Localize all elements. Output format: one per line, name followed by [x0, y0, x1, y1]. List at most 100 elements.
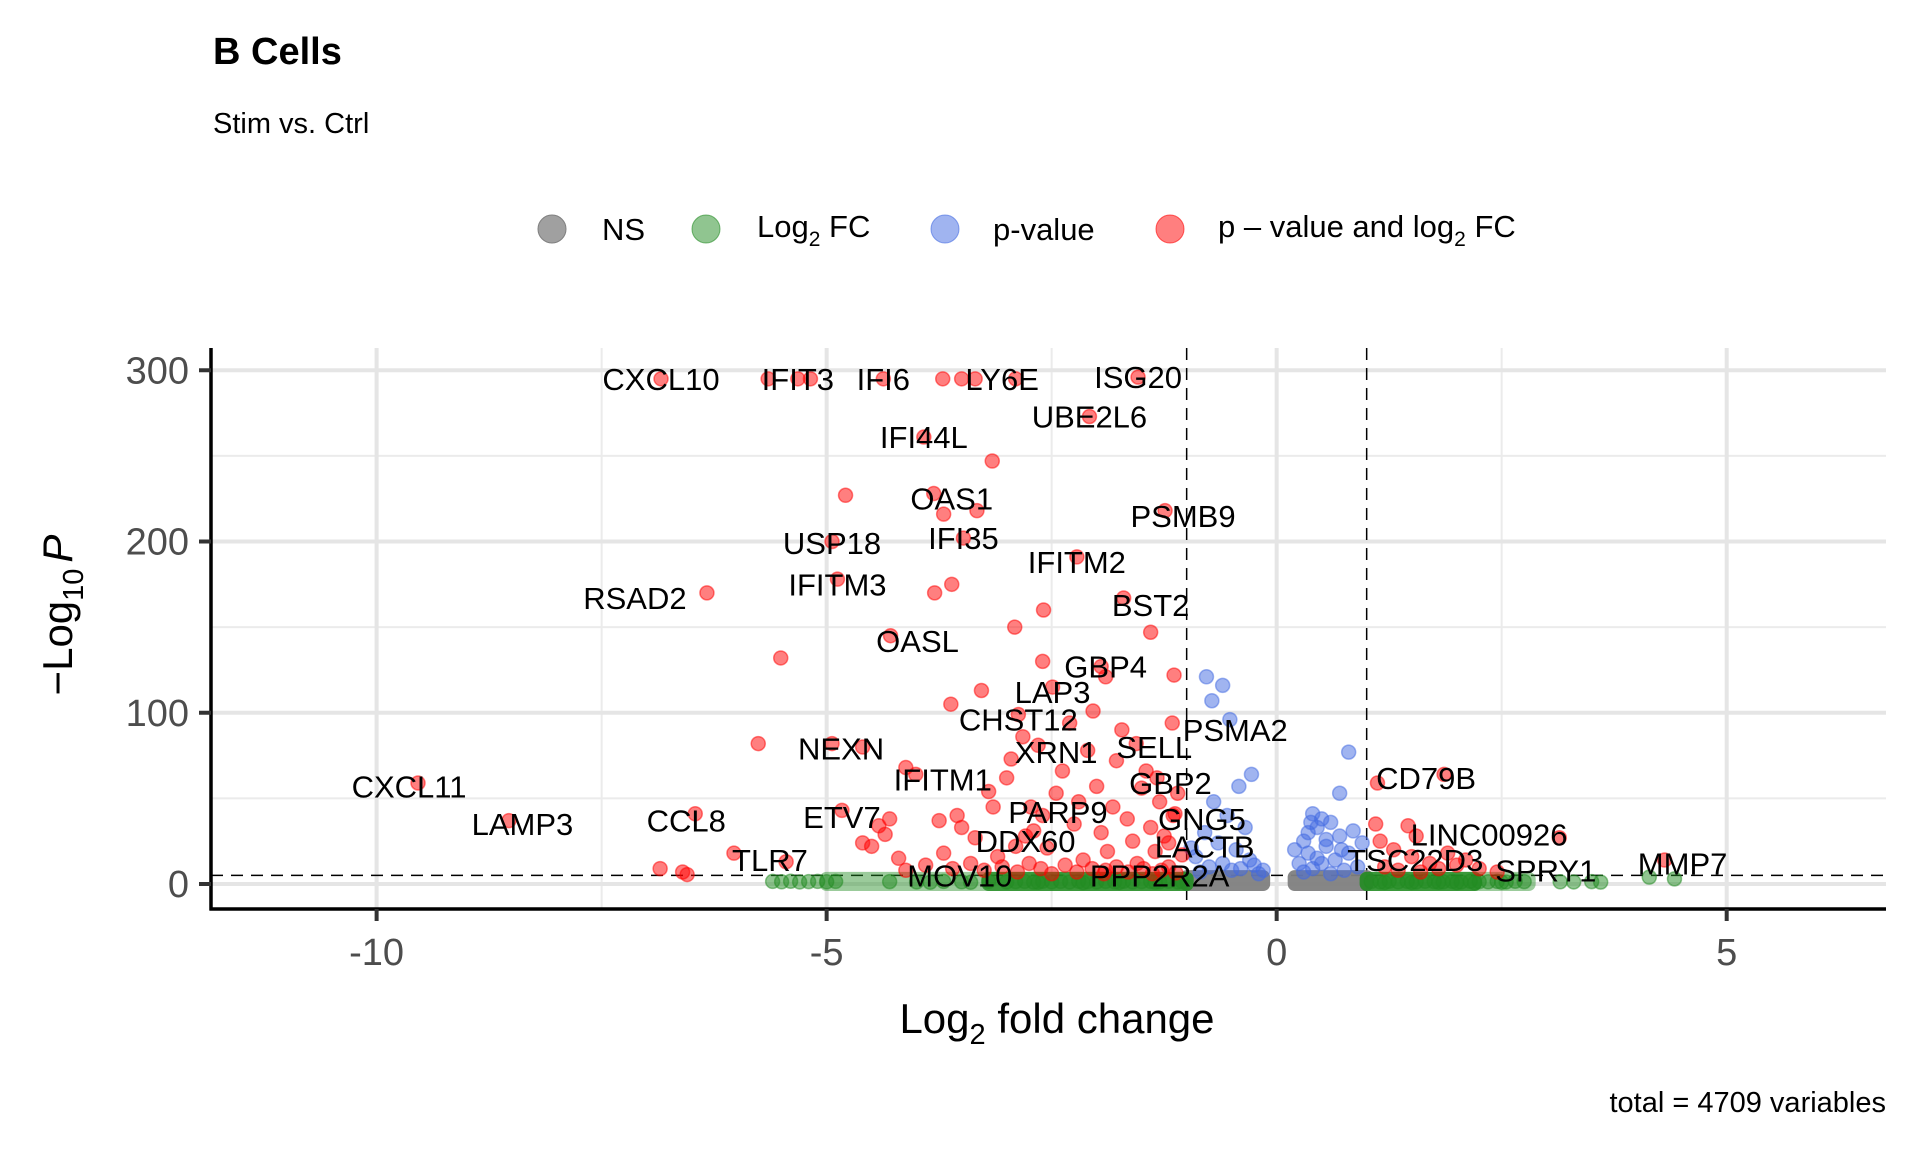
point-pvalue-and-log2fc [1128, 735, 1145, 752]
legend-label-log2fc: Log2 FC [757, 209, 870, 251]
point-pvalue-and-log2fc [949, 807, 965, 824]
point-pvalue-and-log2fc [1385, 841, 1402, 858]
point-pvalue [1198, 669, 1215, 685]
point-pvalue-and-log2fc [1023, 799, 1039, 815]
gene-label-ifitm2: IFITM2 [1028, 545, 1126, 580]
point-pvalue-and-log2fc [1034, 807, 1051, 824]
point-pvalue-and-log2fc [890, 850, 907, 867]
point-pvalue [1222, 711, 1238, 728]
legend-key-ns [537, 214, 567, 244]
point-log2fc [1641, 869, 1658, 885]
point-pvalue-and-log2fc [1149, 770, 1165, 786]
point-pvalue [1214, 855, 1231, 872]
point-pvalue [1192, 864, 1208, 880]
point-pvalue [1219, 807, 1235, 824]
point-pvalue-and-log2fc [1096, 865, 1112, 882]
caption-total: total = 4709 variables [1610, 1087, 1887, 1119]
gene-label-psmb9: PSMB9 [1131, 499, 1236, 534]
point-pvalue-and-log2fc [943, 576, 960, 593]
point-pvalue-and-log2fc [834, 802, 850, 819]
point-log2fc [1592, 874, 1609, 890]
chart-subtitle: Stim vs. Ctrl [213, 108, 369, 140]
gene-label-bst2: BST2 [1112, 588, 1190, 623]
point-pvalue-and-log2fc [1099, 843, 1116, 860]
point-pvalue [1309, 850, 1325, 867]
point-pvalue-and-log2fc [1471, 860, 1487, 877]
point-pvalue-and-log2fc [1007, 371, 1024, 387]
legend-label-ns: NS [602, 212, 645, 247]
point-pvalue [1322, 814, 1339, 831]
point-pvalue [1196, 824, 1213, 841]
point-pvalue-and-log2fc [1048, 785, 1064, 801]
point-pvalue-and-log2fc [1010, 706, 1027, 723]
point-pvalue-and-log2fc [1015, 728, 1031, 745]
point-pvalue-and-log2fc [1412, 864, 1429, 880]
point-pvalue-and-log2fc [1097, 669, 1114, 685]
gene-label-xrn1: XRN1 [1015, 735, 1098, 770]
point-pvalue-and-log2fc [1142, 819, 1159, 836]
point-pvalue-and-log2fc [652, 860, 668, 877]
legend-item-ns: NS [537, 212, 645, 247]
point-pvalue-and-log2fc [1043, 865, 1060, 882]
point-pvalue-and-log2fc [1085, 703, 1101, 719]
point-pvalue-and-log2fc [1108, 752, 1125, 769]
point-pvalue-and-log2fc [1138, 763, 1154, 779]
point-pvalue-and-log2fc [1164, 715, 1181, 731]
point-pvalue-and-log2fc [1408, 828, 1424, 844]
gene-label-lactb: LACTB [1155, 829, 1255, 864]
point-pvalue-and-log2fc [1069, 864, 1085, 880]
x-tick-label: -5 [810, 932, 844, 974]
point-pvalue-and-log2fc [877, 826, 893, 843]
legend-item-pvalue-and-log2fc: p – value and log2 FC [1155, 209, 1516, 251]
point-pvalue-and-log2fc [1069, 549, 1085, 565]
gene-label-tsc22d3: TSC22D3 [1347, 843, 1483, 878]
legend: NS Log2 FC p-value p – value and log2 FC [537, 209, 1516, 251]
point-log2fc [827, 873, 844, 890]
gene-label-psma2: PSMA2 [1183, 713, 1288, 748]
gene-label-isg20: ISG20 [1094, 360, 1182, 395]
point-pvalue [1228, 841, 1244, 858]
point-pvalue-and-log2fc [1070, 794, 1087, 810]
point-pvalue-and-log2fc [653, 371, 669, 387]
data-points [410, 369, 1683, 891]
point-pvalue-and-log2fc [934, 371, 951, 387]
x-tick-label: 0 [1266, 932, 1287, 974]
point-pvalue-and-log2fc [1372, 833, 1388, 849]
point-pvalue [1340, 744, 1357, 760]
cutoff-lines [211, 348, 1886, 909]
point-pvalue [1331, 828, 1348, 844]
point-pvalue [1210, 835, 1226, 851]
y-axis-title: −Log10P [34, 535, 90, 696]
y-tick-label: 0 [168, 864, 189, 906]
point-pvalue-and-log2fc [750, 735, 766, 752]
point-pvalue-and-log2fc [1367, 816, 1384, 832]
point-pvalue-and-log2fc [1168, 865, 1184, 881]
legend-label-pvalue: p-value [993, 212, 1095, 247]
point-pvalue-and-log2fc [1400, 818, 1416, 834]
point-pvalue-and-log2fc [1448, 857, 1465, 873]
point-pvalue-and-log2fc [973, 682, 990, 699]
point-pvalue-and-log2fc [1489, 864, 1505, 880]
point-pvalue-and-log2fc [984, 453, 1000, 469]
gene-label-etv7: ETV7 [803, 800, 881, 835]
point-log2fc [881, 873, 898, 890]
point-pvalue-and-log2fc [1003, 751, 1019, 767]
gene-label-sell: SELL [1116, 730, 1192, 765]
point-pvalue-and-log2fc [955, 530, 972, 546]
y-tick-label: 100 [126, 693, 189, 735]
point-pvalue [1205, 794, 1222, 810]
point-pvalue-and-log2fc [1044, 679, 1061, 695]
point-pvalue-and-log2fc [1093, 824, 1109, 841]
point-pvalue-and-log2fc [824, 533, 840, 550]
point-pvalue-and-log2fc [925, 485, 942, 502]
point-log2fc [1565, 874, 1582, 890]
point-pvalue-and-log2fc [1119, 811, 1136, 827]
x-tick-label: 5 [1716, 932, 1737, 974]
gene-label-ppp2r2a: PPP2R2A [1090, 858, 1230, 893]
gene-label-ifit3: IFIT3 [762, 362, 834, 397]
point-pvalue [1318, 831, 1334, 848]
axes: 0 100 200 300 -10 -5 0 5 [126, 348, 1886, 974]
gene-label-ccl8: CCL8 [647, 804, 726, 839]
point-pvalue-and-log2fc [1057, 857, 1073, 873]
point-pvalue-and-log2fc [1390, 862, 1406, 879]
